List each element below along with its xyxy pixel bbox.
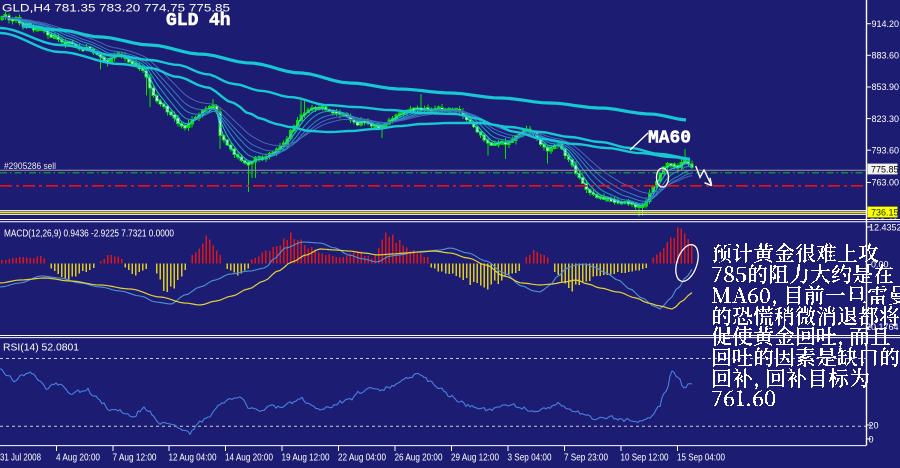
svg-text:736.15: 736.15: [871, 207, 899, 217]
svg-text:31 Jul 2008: 31 Jul 2008: [0, 453, 41, 464]
svg-text:3 Sep 04:00: 3 Sep 04:00: [508, 453, 552, 464]
svg-text:7 Aug 12:00: 7 Aug 12:00: [113, 453, 157, 464]
svg-text:26 Aug 20:00: 26 Aug 20:00: [395, 453, 443, 464]
svg-text:0.00: 0.00: [871, 260, 889, 270]
svg-text:7 Sep 23:00: 7 Sep 23:00: [564, 453, 608, 464]
svg-text:12.4352: 12.4352: [869, 222, 900, 232]
svg-text:853.90: 853.90: [872, 82, 900, 92]
svg-text:MA60: MA60: [648, 129, 691, 149]
svg-text:763.00: 763.00: [872, 178, 900, 188]
svg-text:823.30: 823.30: [872, 114, 900, 124]
svg-text:12 Aug 04:00: 12 Aug 04:00: [169, 453, 217, 464]
svg-text:914.20: 914.20: [872, 19, 900, 29]
svg-text:4h: 4h: [209, 11, 231, 31]
svg-text:#2905286 sell: #2905286 sell: [4, 161, 56, 171]
svg-text:GLD,H4 781.35 783.20 774.75 77: GLD,H4 781.35 783.20 774.75 775.85: [2, 3, 230, 15]
svg-text:20.1764: 20.1764: [866, 322, 899, 332]
svg-text:RSI(14) 52.0801: RSI(14) 52.0801: [3, 343, 79, 354]
svg-text:15 Sep 04:00: 15 Sep 04:00: [677, 453, 725, 464]
svg-text:GLD: GLD: [166, 11, 199, 31]
svg-text:MACD(12,26,9) 0.9436 -2.9225 7: MACD(12,26,9) 0.9436 -2.9225 7.7321 0.00…: [4, 229, 174, 240]
svg-text:732.40: 732.40: [870, 217, 898, 227]
svg-text:0: 0: [869, 434, 874, 444]
svg-text:775.85: 775.85: [871, 164, 899, 174]
svg-text:793.60: 793.60: [872, 145, 900, 155]
svg-text:29 Aug 12:00: 29 Aug 12:00: [451, 453, 499, 464]
svg-text:20: 20: [869, 420, 879, 430]
svg-text:19 Aug 12:00: 19 Aug 12:00: [282, 453, 330, 464]
svg-text:4 Aug 20:00: 4 Aug 20:00: [56, 453, 100, 464]
svg-text:14 Aug 20:00: 14 Aug 20:00: [225, 453, 273, 464]
svg-text:10 Sep 12:00: 10 Sep 12:00: [621, 453, 669, 464]
svg-text:22 Aug 04:00: 22 Aug 04:00: [338, 453, 386, 464]
svg-text:883.60: 883.60: [872, 51, 900, 61]
